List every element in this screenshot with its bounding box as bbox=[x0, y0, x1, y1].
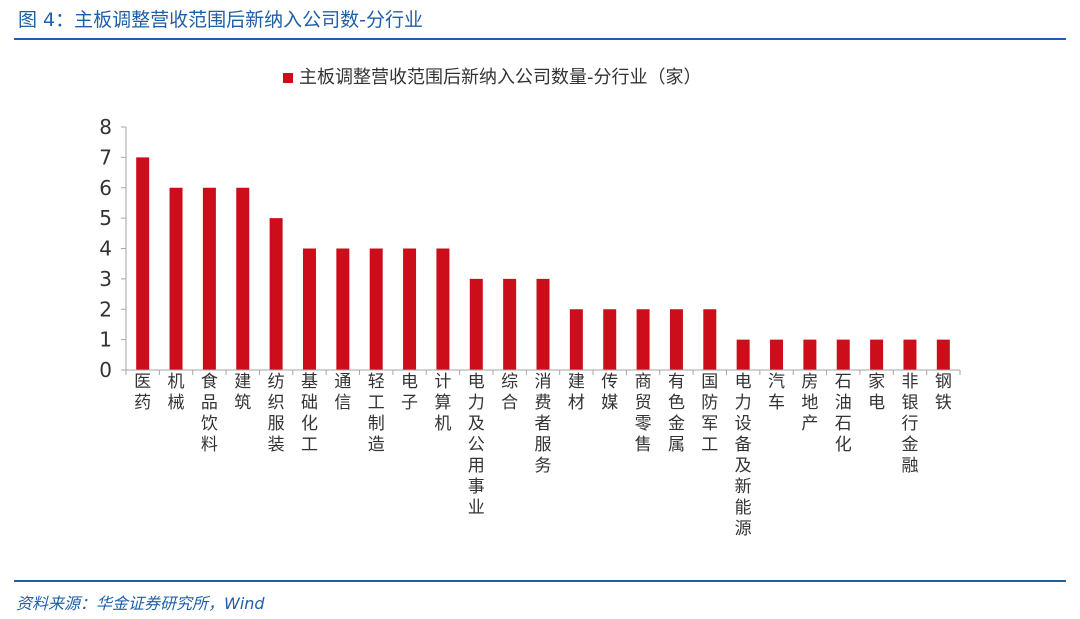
y-tick-label: 1 bbox=[99, 328, 112, 352]
y-tick-label: 7 bbox=[99, 145, 112, 169]
x-tick-label: 电力设备及新能源 bbox=[735, 372, 752, 539]
bar bbox=[736, 339, 750, 370]
bar bbox=[603, 309, 617, 370]
x-tick-label: 钢铁 bbox=[935, 372, 952, 413]
bar bbox=[469, 278, 483, 370]
bar bbox=[369, 248, 383, 370]
bar bbox=[136, 157, 150, 370]
legend-swatch bbox=[283, 73, 293, 83]
x-tick-label: 建材 bbox=[568, 372, 585, 413]
bar bbox=[269, 218, 283, 370]
bar bbox=[436, 248, 450, 370]
bar bbox=[503, 278, 517, 370]
figure-title: 图 4：主板调整营收范围后新纳入公司数-分行业 bbox=[18, 9, 423, 31]
x-axis: 医药机械食品饮料建筑纺织服装基础化工通信轻工制造电子计算机电力及公用事业综合消费… bbox=[125, 369, 961, 539]
bar bbox=[636, 309, 650, 370]
x-tick-label: 汽车 bbox=[768, 372, 785, 413]
y-tick-label: 4 bbox=[99, 237, 112, 261]
x-tick-label: 食品饮料 bbox=[201, 372, 218, 455]
x-tick-label: 国防军工 bbox=[701, 372, 718, 455]
x-tick-label: 基础化工 bbox=[301, 372, 318, 455]
x-tick-label: 综合 bbox=[501, 372, 518, 413]
x-tick-label: 计算机 bbox=[434, 372, 451, 434]
bar bbox=[870, 339, 884, 370]
title-divider bbox=[14, 38, 1066, 40]
x-tick-label: 电子 bbox=[401, 372, 418, 413]
x-tick-label: 纺织服装 bbox=[268, 372, 285, 455]
y-axis: 0 1 2 3 4 5 6 7 8 bbox=[99, 115, 127, 382]
bar bbox=[403, 248, 417, 370]
bars bbox=[136, 157, 950, 370]
y-tick-label: 6 bbox=[99, 176, 112, 200]
x-tick-label: 商贸零售 bbox=[635, 372, 652, 455]
x-tick-label: 机械 bbox=[168, 372, 185, 413]
footer-divider bbox=[14, 580, 1066, 582]
bar-chart: 主板调整营收范围后新纳入公司数量-分行业（家） 0 1 2 3 4 5 6 7 8 医药机械食品… bbox=[99, 67, 961, 539]
bar bbox=[236, 187, 250, 370]
bar bbox=[536, 278, 550, 370]
bar bbox=[936, 339, 950, 370]
legend-label: 主板调整营收范围后新纳入公司数量-分行业（家） bbox=[299, 67, 702, 88]
y-tick-label: 0 bbox=[99, 358, 112, 382]
bar bbox=[770, 339, 784, 370]
x-tick-label: 通信 bbox=[334, 372, 351, 413]
bar bbox=[803, 339, 817, 370]
chart-legend: 主板调整营收范围后新纳入公司数量-分行业（家） bbox=[283, 67, 702, 88]
x-tick-label: 石油石化 bbox=[835, 372, 852, 455]
y-tick-label: 2 bbox=[99, 297, 112, 321]
y-tick-label: 3 bbox=[99, 267, 112, 291]
x-tick-label: 有色金属 bbox=[668, 372, 685, 455]
bar bbox=[669, 309, 683, 370]
bar bbox=[336, 248, 350, 370]
x-tick-label: 家电 bbox=[868, 372, 885, 413]
y-tick-label: 5 bbox=[99, 206, 112, 230]
bar bbox=[302, 248, 316, 370]
x-tick-label: 电力及公用事业 bbox=[468, 372, 485, 518]
bar bbox=[903, 339, 917, 370]
y-tick-label: 8 bbox=[99, 115, 112, 139]
bar bbox=[569, 309, 583, 370]
x-tick-label: 传媒 bbox=[601, 372, 618, 413]
bar bbox=[703, 309, 717, 370]
x-tick-label: 非银行金融 bbox=[901, 372, 918, 476]
source-note: 资料来源：华金证券研究所，Wind bbox=[16, 594, 265, 613]
x-tick-label: 医药 bbox=[134, 372, 151, 413]
bar bbox=[202, 187, 216, 370]
x-tick-label: 轻工制造 bbox=[368, 372, 385, 455]
x-tick-label: 建筑 bbox=[234, 372, 251, 413]
bar bbox=[169, 187, 183, 370]
x-tick-label: 房地产 bbox=[801, 372, 818, 434]
x-tick-label: 消费者服务 bbox=[535, 372, 552, 476]
bar bbox=[836, 339, 850, 370]
